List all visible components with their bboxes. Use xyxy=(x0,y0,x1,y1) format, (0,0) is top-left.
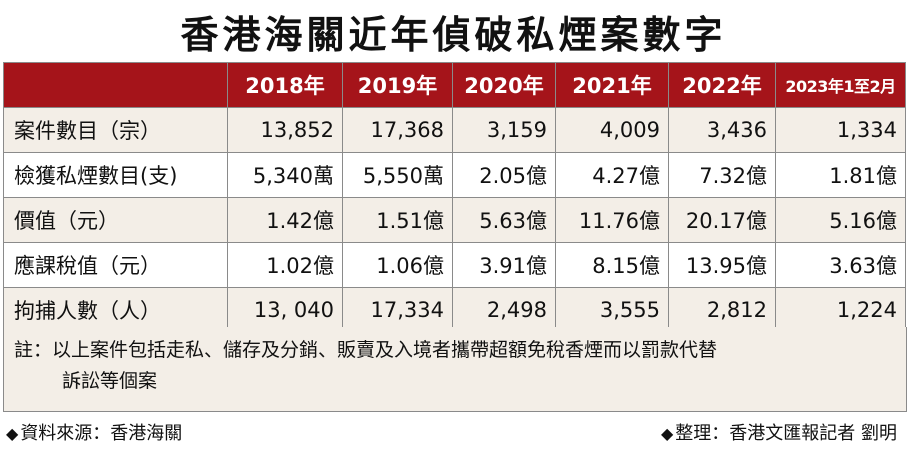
table-cell: 3,159 xyxy=(452,107,556,153)
table-cell: 3,436 xyxy=(668,107,776,153)
table-cell: 20.17億 xyxy=(668,197,776,243)
table-cell: 2,498 xyxy=(452,287,556,333)
credit-text: 整理：香港文匯報記者 劉明 xyxy=(675,423,897,444)
table-row: 應課稅值（元） 1.02億 1.06億 3.91億 8.15億 13.95億 3… xyxy=(3,242,906,288)
table-cell: 17,334 xyxy=(342,287,453,333)
table-cell: 13,852 xyxy=(227,107,343,153)
table-cell: 3,555 xyxy=(555,287,669,333)
source-credit: ◆ 資料來源：香港海關 xyxy=(0,419,182,445)
row-label: 應課稅值（元） xyxy=(3,242,228,288)
table-cell: 3.63億 xyxy=(775,242,906,288)
table-cell: 5.16億 xyxy=(775,197,906,243)
table-cell: 13.95億 xyxy=(668,242,776,288)
note-line-1: 註：以上案件包括走私、儲存及分銷、販賣及入境者攜帶超額免稅香煙而以罰款代替 xyxy=(14,339,718,361)
table-cell: 17,368 xyxy=(342,107,453,153)
table-cell: 5,550萬 xyxy=(342,152,453,198)
table-cell: 1.81億 xyxy=(775,152,906,198)
table-cell: 7.32億 xyxy=(668,152,776,198)
table-cell: 1.51億 xyxy=(342,197,453,243)
data-table: 2018年 2019年 2020年 2021年 2022年 2023年1至2月 … xyxy=(3,62,906,333)
row-label: 拘捕人數（人） xyxy=(3,287,228,333)
header-2020: 2020年 xyxy=(452,62,556,108)
table-cell: 1.42億 xyxy=(227,197,343,243)
source-text: 資料來源：香港海關 xyxy=(20,423,183,444)
table-row: 拘捕人數（人） 13, 040 17,334 2,498 3,555 2,812… xyxy=(3,287,906,333)
row-label: 案件數目（宗） xyxy=(3,107,228,153)
diamond-icon: ◆ xyxy=(6,424,19,443)
table-row: 案件數目（宗） 13,852 17,368 3,159 4,009 3,436 … xyxy=(3,107,906,153)
header-corner xyxy=(3,62,228,108)
header-2023-jan-feb: 2023年1至2月 xyxy=(775,62,906,108)
table-cell: 5,340萬 xyxy=(227,152,343,198)
table-row: 檢獲私煙數目(支) 5,340萬 5,550萬 2.05億 4.27億 7.32… xyxy=(3,152,906,198)
row-label: 檢獲私煙數目(支) xyxy=(3,152,228,198)
table-cell: 8.15億 xyxy=(555,242,669,288)
table-cell: 11.76億 xyxy=(555,197,669,243)
diamond-icon: ◆ xyxy=(660,424,674,443)
table-cell: 1,224 xyxy=(775,287,906,333)
header-2021: 2021年 xyxy=(555,62,669,108)
table-cell: 1.02億 xyxy=(227,242,343,288)
table-cell: 1.06億 xyxy=(342,242,453,288)
footer: ◆ 資料來源：香港海關 ◆ 整理：香港文匯報記者 劉明 xyxy=(0,413,907,451)
header-2022: 2022年 xyxy=(668,62,776,108)
note-line-2: 訴訟等個案 xyxy=(62,370,158,392)
table-cell: 3.91億 xyxy=(452,242,556,288)
table-row: 價值（元） 1.42億 1.51億 5.63億 11.76億 20.17億 5.… xyxy=(3,197,906,243)
table-cell: 1,334 xyxy=(775,107,906,153)
row-label: 價值（元） xyxy=(3,197,228,243)
header-2019: 2019年 xyxy=(342,62,453,108)
table-cell: 2,812 xyxy=(668,287,776,333)
table-cell: 5.63億 xyxy=(452,197,556,243)
header-2018: 2018年 xyxy=(227,62,343,108)
table-cell: 4,009 xyxy=(555,107,669,153)
table-cell: 4.27億 xyxy=(555,152,669,198)
author-credit: ◆ 整理：香港文匯報記者 劉明 xyxy=(661,419,907,445)
table-header-row: 2018年 2019年 2020年 2021年 2022年 2023年1至2月 xyxy=(3,62,906,108)
table-note: 註：以上案件包括走私、儲存及分銷、販賣及入境者攜帶超額免稅香煙而以罰款代替 訴訟… xyxy=(3,327,907,412)
table-cell: 2.05億 xyxy=(452,152,556,198)
table-cell: 13, 040 xyxy=(227,287,343,333)
page-title: 香港海關近年偵破私煙案數字 xyxy=(180,11,727,57)
